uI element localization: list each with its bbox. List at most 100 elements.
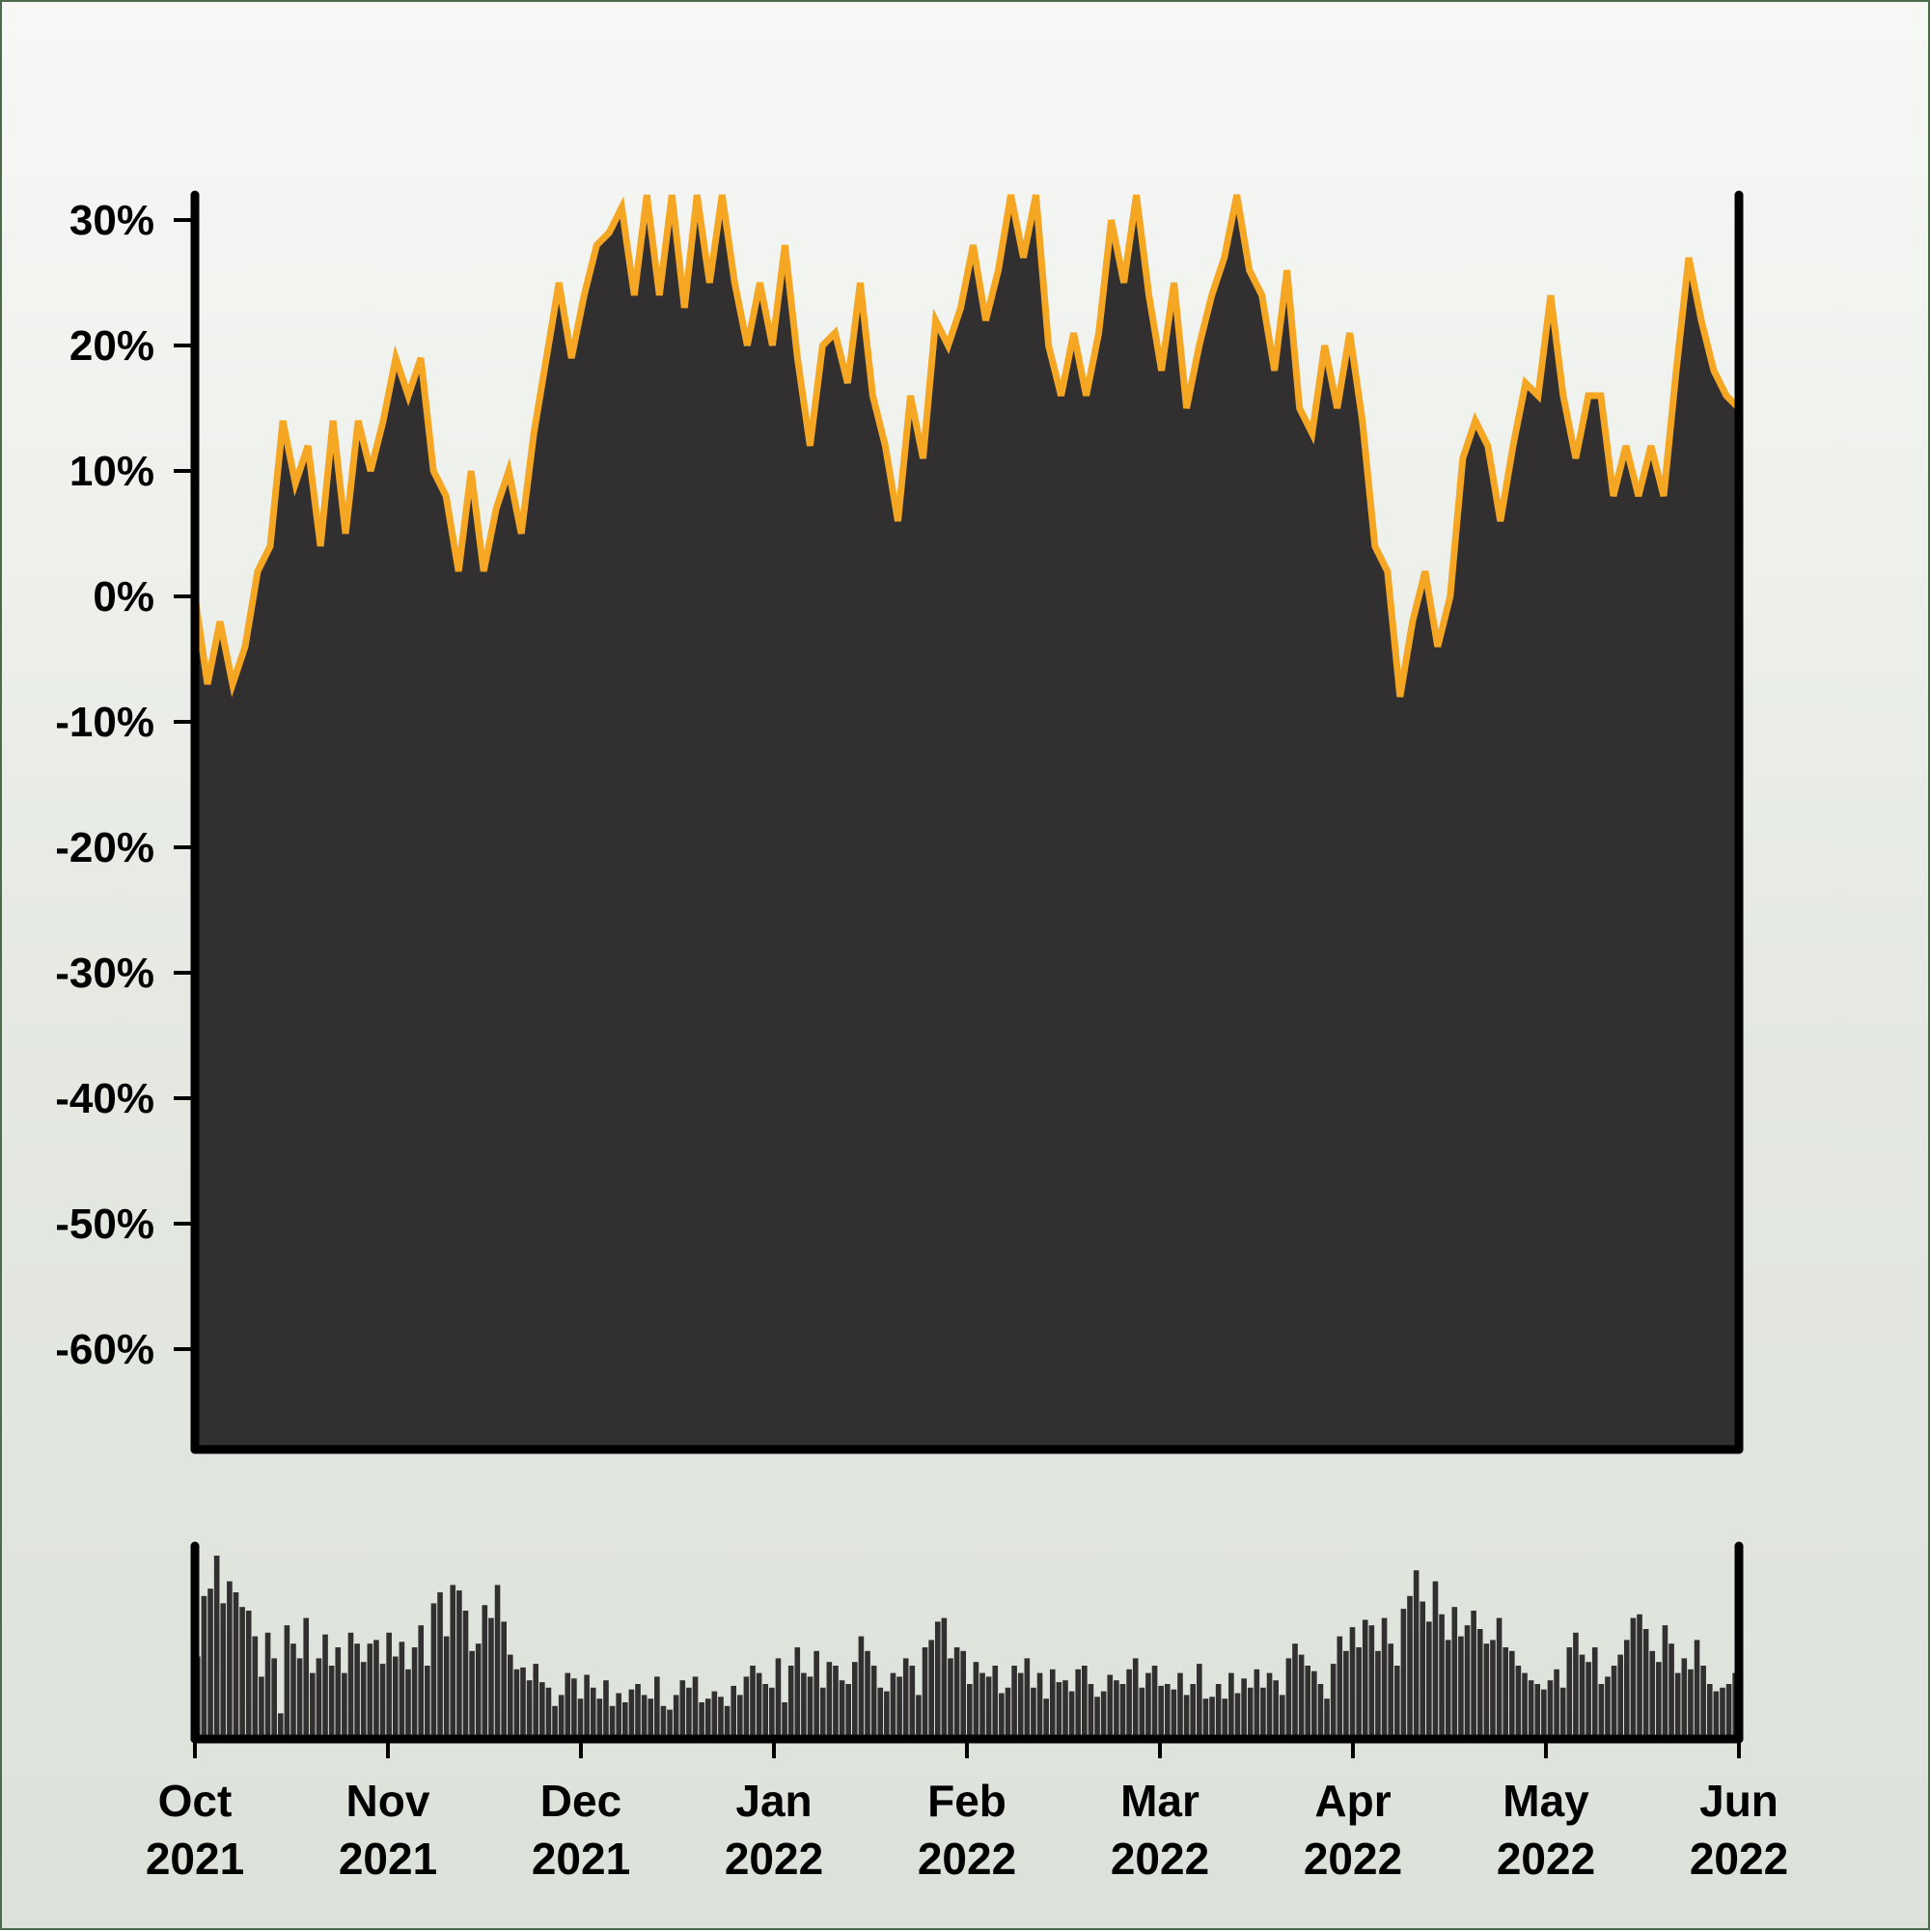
volume-bar	[591, 1688, 596, 1739]
volume-bar	[437, 1592, 443, 1739]
volume-bar	[348, 1633, 354, 1739]
volume-bar	[642, 1695, 648, 1739]
volume-bar	[935, 1621, 941, 1739]
volume-bar	[239, 1607, 245, 1739]
volume-bar	[903, 1658, 909, 1739]
volume-bar	[1254, 1670, 1260, 1739]
volume-bar	[1209, 1697, 1215, 1739]
volume-plot	[195, 1556, 1738, 1739]
volume-bar	[1145, 1673, 1151, 1739]
volume-bar	[1554, 1670, 1559, 1739]
volume-bar	[877, 1688, 883, 1739]
volume-bar	[788, 1666, 794, 1739]
volume-bar	[1037, 1673, 1043, 1739]
volume-bar	[1477, 1629, 1483, 1739]
x-tick-label-month: Jan	[735, 1776, 812, 1826]
volume-bar	[290, 1643, 296, 1739]
volume-bar	[1350, 1627, 1356, 1739]
volume-bar	[444, 1637, 450, 1739]
volume-bar	[584, 1675, 590, 1740]
volume-bar	[207, 1588, 213, 1739]
volume-bar	[297, 1658, 303, 1739]
volume-bar	[1069, 1692, 1075, 1739]
x-tick-label-year: 2022	[1111, 1834, 1209, 1884]
volume-bar	[1675, 1673, 1681, 1739]
volume-bar	[373, 1640, 379, 1739]
volume-bar	[1343, 1651, 1349, 1739]
volume-bar	[1025, 1658, 1031, 1739]
volume-bar	[1439, 1615, 1445, 1739]
volume-bar	[476, 1643, 482, 1739]
volume-bar	[794, 1647, 800, 1739]
x-tick-label-month: Feb	[927, 1776, 1006, 1826]
volume-bar	[539, 1682, 545, 1739]
volume-bar	[852, 1662, 858, 1739]
volume-bar	[214, 1556, 220, 1739]
volume-bar	[827, 1662, 833, 1739]
volume-bar	[1707, 1684, 1713, 1739]
volume-bar	[1695, 1640, 1700, 1739]
volume-bar	[699, 1702, 704, 1739]
volume-bar	[1216, 1684, 1222, 1739]
volume-bar	[813, 1651, 819, 1739]
y-tick-label: 0%	[93, 573, 154, 621]
volume-bar	[1420, 1602, 1425, 1740]
volume-bar	[782, 1702, 787, 1739]
volume-bar	[762, 1684, 768, 1739]
volume-bar	[808, 1676, 813, 1739]
volume-bar	[1228, 1673, 1234, 1739]
volume-bar	[259, 1676, 264, 1739]
volume-bar	[1152, 1666, 1158, 1739]
volume-bar	[845, 1684, 851, 1739]
volume-bar	[622, 1702, 628, 1739]
volume-bar	[1101, 1692, 1107, 1739]
volume-bar	[1516, 1666, 1522, 1739]
volume-bar	[1140, 1688, 1145, 1739]
volume-bar	[1624, 1640, 1630, 1739]
volume-bar	[1451, 1607, 1457, 1739]
volume-bar	[412, 1647, 418, 1739]
y-tick-label: -40%	[55, 1075, 154, 1122]
volume-bar	[578, 1698, 584, 1739]
volume-bar	[1273, 1680, 1279, 1739]
x-tick-label-year: 2021	[532, 1834, 630, 1884]
volume-bar	[418, 1625, 424, 1739]
volume-bar	[635, 1684, 641, 1739]
volume-bar	[253, 1637, 259, 1739]
volume-bar	[948, 1658, 953, 1739]
volume-bar	[463, 1611, 469, 1739]
volume-bar	[482, 1605, 488, 1739]
x-tick-label-month: Apr	[1314, 1776, 1391, 1826]
volume-bar	[1011, 1666, 1017, 1739]
volume-bar	[1700, 1666, 1706, 1739]
volume-bar	[1471, 1611, 1476, 1739]
volume-bar	[329, 1666, 335, 1739]
volume-bar	[1260, 1688, 1266, 1739]
volume-bar	[737, 1695, 743, 1739]
x-tick-label-month: Dec	[540, 1776, 621, 1826]
volume-bar	[1305, 1666, 1310, 1739]
volume-bar	[1426, 1621, 1432, 1739]
volume-bar	[393, 1657, 399, 1740]
volume-bar	[686, 1688, 692, 1739]
volume-bar	[967, 1684, 973, 1739]
volume-bar	[1331, 1664, 1337, 1739]
volume-bar	[1720, 1688, 1725, 1739]
volume-bar	[368, 1643, 373, 1739]
volume-bar	[999, 1694, 1005, 1740]
volume-bar	[1133, 1658, 1139, 1739]
volume-bar	[431, 1603, 437, 1739]
volume-bar	[725, 1706, 731, 1739]
volume-bar	[220, 1603, 226, 1739]
volume-bar	[979, 1673, 985, 1739]
volume-bar	[1503, 1647, 1508, 1739]
volume-bar	[1248, 1688, 1254, 1739]
volume-bar	[1458, 1637, 1464, 1739]
volume-bar	[1363, 1620, 1368, 1740]
x-tick-label-year: 2022	[1304, 1834, 1402, 1884]
volume-bar	[597, 1698, 603, 1739]
volume-bar	[405, 1670, 411, 1739]
volume-bar	[1548, 1680, 1554, 1739]
